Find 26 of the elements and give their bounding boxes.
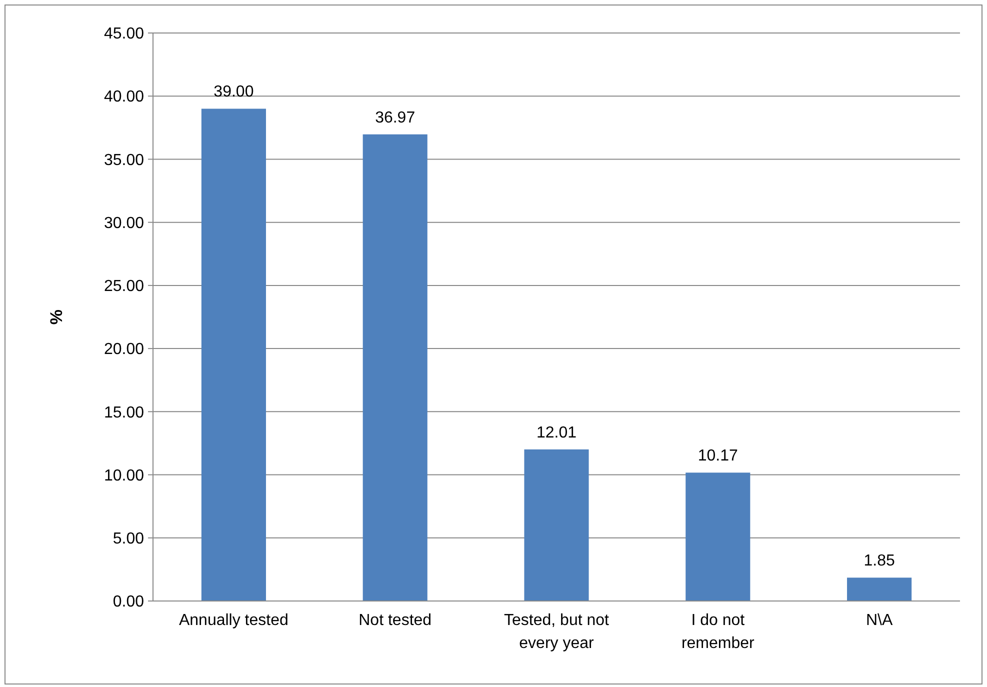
bar	[201, 108, 266, 601]
x-tick-label: Tested, but not every year	[504, 612, 610, 652]
bar	[524, 449, 589, 601]
data-label: 36.97	[375, 109, 416, 126]
bar	[362, 134, 428, 601]
y-tick-label: 35.00	[104, 152, 144, 169]
y-tick-label: 0.00	[112, 594, 144, 611]
data-label: 1.85	[864, 552, 895, 570]
x-tick-label: Not tested	[358, 612, 432, 629]
data-label: 12.01	[536, 424, 577, 442]
y-tick-label: 45.00	[104, 26, 144, 43]
x-tick-label: N\A	[866, 612, 893, 629]
bar	[686, 472, 750, 601]
y-tick-label: 40.00	[104, 88, 144, 106]
x-tick-label: I do not remember	[681, 612, 756, 652]
y-tick-label: 15.00	[104, 404, 144, 422]
y-tick-label: 25.00	[104, 278, 144, 296]
y-tick-label: 5.00	[112, 530, 144, 548]
data-label: 39.00	[214, 84, 254, 101]
x-tick-label: Annually tested	[178, 612, 288, 629]
y-axis-title: %	[47, 309, 66, 325]
y-tick-label: 20.00	[104, 341, 144, 358]
bar	[847, 578, 912, 601]
y-tick-label: 10.00	[104, 467, 144, 484]
y-tick-label: 30.00	[104, 214, 144, 232]
data-label: 10.17	[698, 448, 738, 465]
